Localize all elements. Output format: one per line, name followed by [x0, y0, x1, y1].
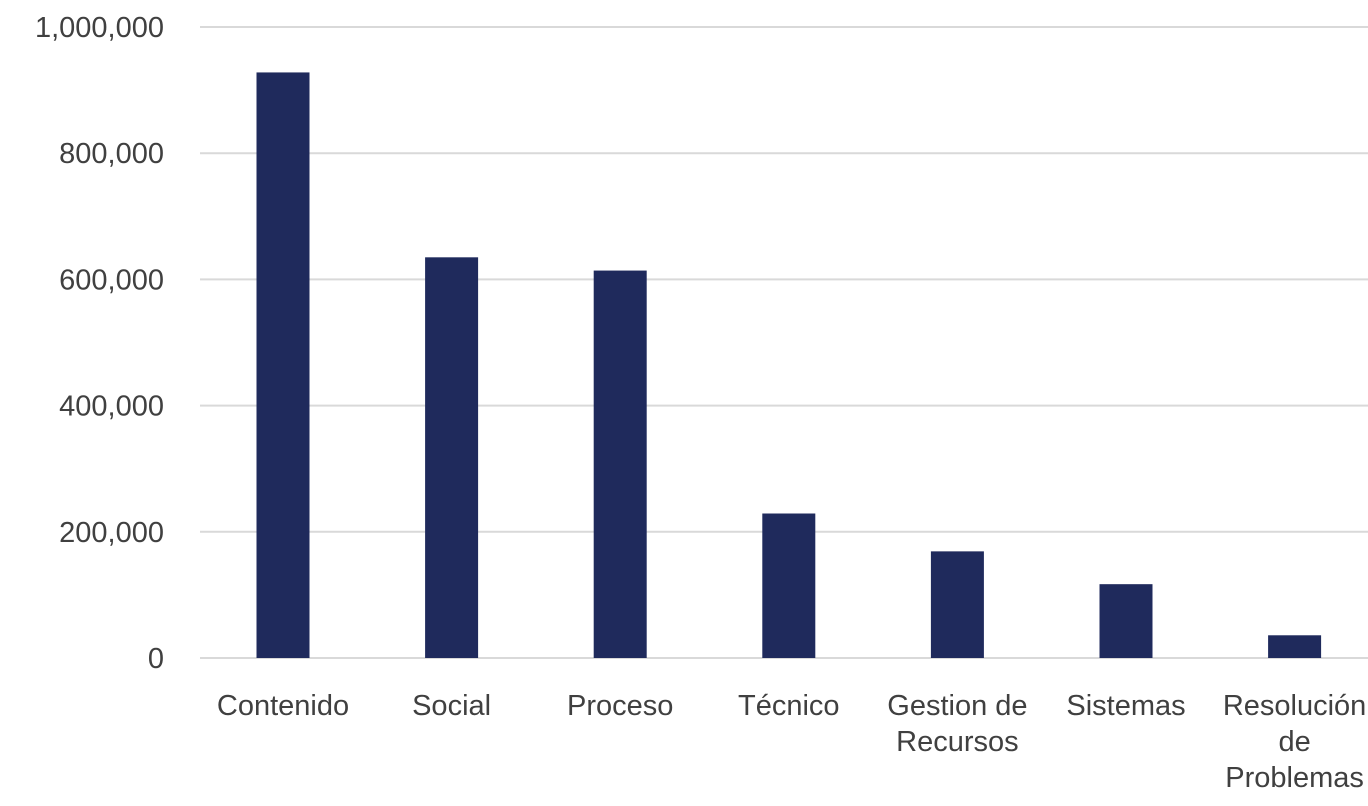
x-tick-label-line: Proceso — [567, 690, 673, 722]
bar — [425, 257, 479, 658]
x-tick-label-line: Problemas — [1225, 762, 1364, 794]
bars — [256, 72, 1322, 658]
bar — [256, 72, 310, 658]
y-tick-label: 1,000,000 — [35, 12, 164, 44]
x-tick-label: Social — [412, 690, 491, 722]
x-tick-label-line: de — [1278, 726, 1310, 758]
y-tick-label: 200,000 — [59, 517, 164, 549]
y-tick-label: 400,000 — [59, 391, 164, 423]
x-tick-label-line: Sistemas — [1066, 690, 1185, 722]
x-tick-label: Proceso — [567, 690, 673, 722]
x-tick-label-line: Resolución — [1223, 690, 1366, 722]
x-tick-label-line: Gestion de — [887, 690, 1027, 722]
bar — [930, 551, 984, 658]
bar — [593, 270, 647, 658]
gridlines — [200, 26, 1368, 659]
x-tick-label: Técnico — [738, 690, 840, 722]
y-tick-label: 800,000 — [59, 138, 164, 170]
x-tick-label: Sistemas — [1066, 690, 1185, 722]
y-tick-label: 600,000 — [59, 264, 164, 296]
x-tick-label-line: Recursos — [896, 726, 1019, 758]
x-tick-label-line: Técnico — [738, 690, 840, 722]
x-tick-label-line: Social — [412, 690, 491, 722]
y-axis-ticks: 0 200,000 400,000 600,000 800,000 1,000,000 — [35, 12, 164, 675]
y-tick-label: 0 — [148, 643, 164, 675]
x-axis-labels: Contenido Social Proceso Técnico Gestion de R… — [217, 690, 1366, 794]
x-tick-label: Contenido — [217, 690, 349, 722]
x-tick-label: Resolución de Problemas — [1223, 690, 1366, 794]
bar — [762, 513, 816, 658]
x-tick-label: Gestion de Recursos — [887, 690, 1027, 758]
bar — [1268, 635, 1322, 658]
x-tick-label-line: Contenido — [217, 690, 349, 722]
bar — [1099, 584, 1153, 658]
